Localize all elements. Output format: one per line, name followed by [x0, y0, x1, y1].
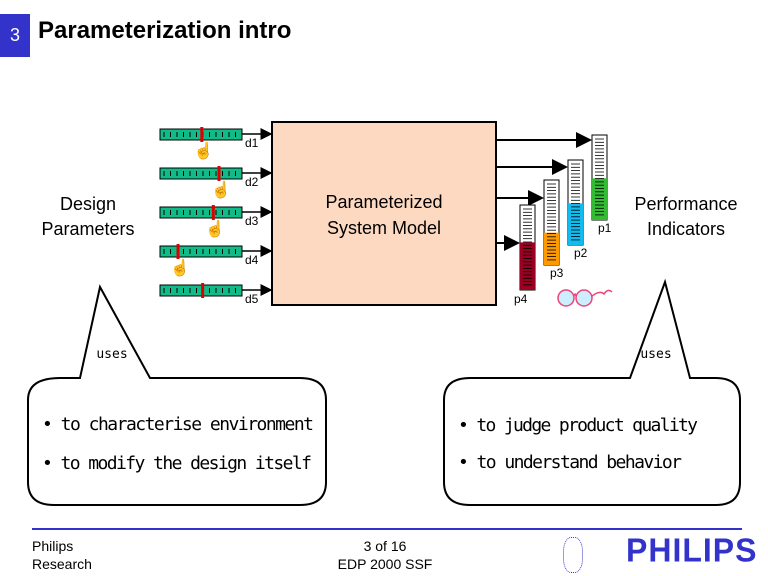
page-indicator: 3 of 16 — [363, 538, 407, 554]
slider-d1[interactable]: ☝ d1 — [159, 127, 273, 160]
glasses-icon — [557, 289, 613, 307]
design-label-2: Parameters — [41, 219, 134, 239]
indicator-p1: p1 — [497, 132, 612, 235]
left-speech-bubble — [27, 284, 327, 506]
indicator-p3: p3 — [497, 179, 564, 280]
slider-track — [159, 284, 243, 297]
hand-pointer-icon: ☝ — [170, 258, 190, 277]
slide-title: Parameterization intro — [38, 17, 292, 44]
slider-d3[interactable]: ☝ d3 — [159, 205, 273, 238]
slider-d5[interactable]: d5 — [159, 283, 273, 306]
indicator-p2: p2 — [497, 159, 588, 260]
param-label: d5 — [245, 292, 259, 306]
gauge-fill — [592, 178, 607, 220]
param-label: d4 — [245, 253, 259, 267]
left-bubble-tail-label: uses — [96, 347, 127, 362]
slide-number: 3 — [0, 14, 30, 57]
indicator-label: p3 — [550, 266, 564, 280]
gauge-fill — [568, 203, 583, 245]
philips-logo: PHILIPS — [626, 531, 758, 569]
indicator-label: p2 — [574, 246, 588, 260]
param-label: d3 — [245, 214, 259, 228]
indicator-p4: p4 — [497, 204, 536, 306]
footer-org: Philips Research — [32, 537, 92, 573]
model-label-1: Parameterized — [325, 192, 442, 212]
slider-track — [159, 206, 243, 219]
slider-track — [159, 245, 243, 258]
footer-rule — [32, 528, 742, 530]
right-bubble-item: • to understand behavior — [458, 452, 682, 473]
slider-knob[interactable] — [211, 205, 215, 220]
event-name: EDP 2000 SSF — [337, 556, 433, 572]
slider-knob[interactable] — [217, 166, 221, 181]
hand-pointer-icon: ☝ — [211, 180, 231, 199]
indicator-label: p1 — [598, 221, 612, 235]
perf-label-1: Performance — [634, 194, 737, 214]
right-speech-bubble — [443, 278, 741, 506]
gauge-fill — [520, 242, 535, 290]
left-bubble-item: • to characterise environment — [42, 414, 314, 435]
system-model-box — [271, 121, 497, 306]
right-bubble-item: • to judge product quality — [458, 415, 698, 436]
hand-pointer-icon: ☝ — [205, 219, 225, 238]
slider-knob[interactable] — [200, 127, 204, 142]
param-label: d2 — [245, 175, 259, 189]
footer-org-line: Philips — [32, 538, 74, 554]
design-label-1: Design — [60, 194, 116, 214]
right-bubble-tail-label: uses — [640, 347, 671, 362]
perf-label-2: Indicators — [647, 219, 725, 239]
slider-track — [159, 167, 243, 180]
shield-emblem-icon — [563, 537, 583, 573]
hand-pointer-icon: ☝ — [194, 141, 214, 160]
footer-center: 3 of 16 EDP 2000 SSF — [320, 537, 450, 573]
param-label: d1 — [245, 136, 259, 150]
indicator-label: p4 — [514, 292, 528, 306]
slider-knob[interactable] — [176, 244, 180, 259]
slider-knob[interactable] — [201, 283, 205, 298]
model-label-2: System Model — [327, 218, 441, 238]
left-bubble-item: • to modify the design itself — [42, 453, 312, 474]
slider-d2[interactable]: ☝ d2 — [159, 166, 273, 199]
footer-org-line: Research — [32, 556, 92, 572]
slider-d4[interactable]: ☝ d4 — [159, 244, 273, 277]
